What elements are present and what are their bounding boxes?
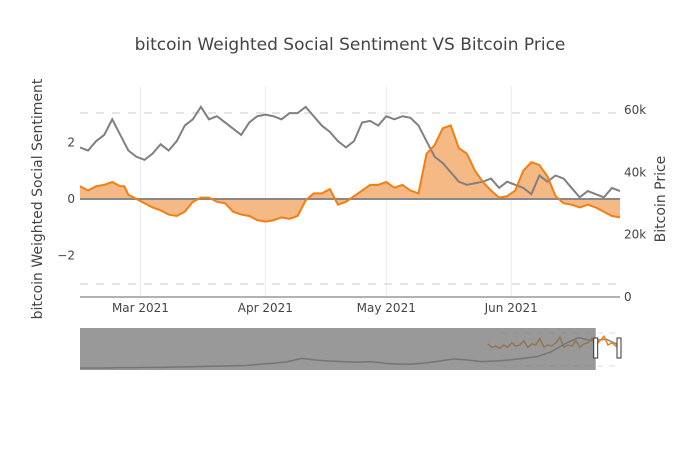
range-slider-mask (80, 328, 596, 370)
y2-tick-label: 60k (624, 103, 646, 117)
y-tick-label: 2 (67, 135, 75, 149)
x-tick-label: May 2021 (357, 301, 416, 315)
y2-tick-label: 0 (624, 290, 632, 304)
price-line (79, 105, 621, 199)
x-tick-label: Apr 2021 (238, 301, 293, 315)
range-slider-handle-left[interactable] (593, 337, 599, 359)
range-slider[interactable] (79, 327, 622, 371)
chart-title: bitcoin Weighted Social Sentiment VS Bit… (135, 35, 566, 55)
x-tick-label: Mar 2021 (112, 301, 169, 315)
x-tick-label: Jun 2021 (484, 301, 538, 315)
sentiment-area-fill (80, 125, 620, 222)
sentiment-line (79, 124, 621, 223)
y-tick-label: 0 (67, 192, 75, 206)
y-tick-label: −2 (57, 249, 75, 263)
y2-axis-title: Bitcoin Price (653, 156, 669, 243)
y2-tick-label: 40k (624, 165, 646, 179)
range-slider-handle-right[interactable] (616, 337, 622, 359)
y2-tick-label: 20k (624, 228, 646, 242)
y-axis-title: bitcoin Weighted Social Sentiment (30, 78, 46, 319)
